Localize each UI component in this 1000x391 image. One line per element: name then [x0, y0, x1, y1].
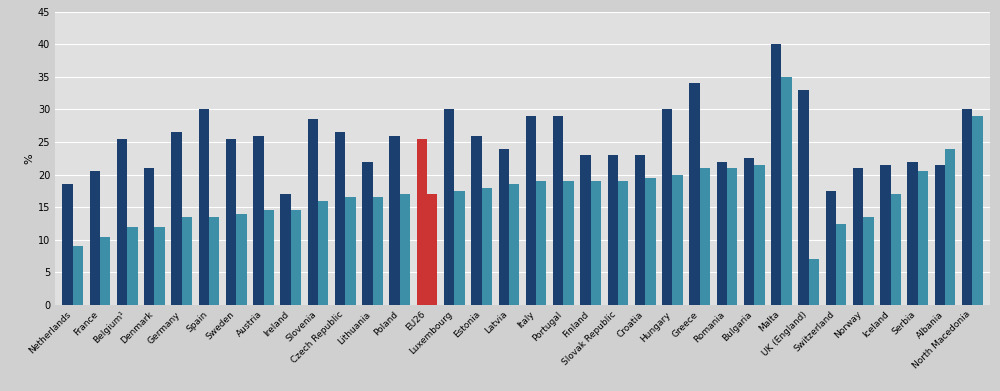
Bar — [635, 155, 645, 305]
Bar — [809, 259, 819, 305]
Bar — [608, 155, 618, 305]
Bar — [444, 109, 454, 305]
Bar — [863, 217, 874, 305]
Bar — [563, 181, 574, 305]
Bar — [580, 155, 591, 305]
Bar — [662, 109, 672, 305]
Bar — [335, 132, 345, 305]
Bar — [171, 132, 182, 305]
Bar — [972, 116, 983, 305]
Bar — [727, 168, 737, 305]
Bar — [280, 194, 291, 305]
Bar — [308, 119, 318, 305]
Bar — [689, 83, 700, 305]
Bar — [618, 181, 628, 305]
Bar — [509, 185, 519, 305]
Bar — [144, 168, 154, 305]
Bar — [798, 90, 809, 305]
Bar — [318, 201, 328, 305]
Bar — [62, 185, 73, 305]
Bar — [127, 227, 138, 305]
Bar — [918, 171, 928, 305]
Bar — [962, 109, 972, 305]
Bar — [400, 194, 410, 305]
Legend: Least affluent families, Most affluent families: Least affluent families, Most affluent f… — [327, 17, 673, 39]
Bar — [199, 109, 209, 305]
Bar — [672, 175, 683, 305]
Bar — [482, 188, 492, 305]
Bar — [717, 161, 727, 305]
Bar — [526, 116, 536, 305]
Bar — [945, 149, 955, 305]
Bar — [536, 181, 546, 305]
Bar — [209, 217, 219, 305]
Bar — [182, 217, 192, 305]
Bar — [154, 227, 165, 305]
Bar — [373, 197, 383, 305]
Bar — [389, 136, 400, 305]
Bar — [836, 224, 846, 305]
Bar — [471, 136, 482, 305]
Bar — [264, 210, 274, 305]
Bar — [826, 191, 836, 305]
Bar — [754, 165, 765, 305]
Bar — [291, 210, 301, 305]
Bar — [417, 139, 427, 305]
Bar — [226, 139, 236, 305]
Bar — [236, 214, 247, 305]
Bar — [935, 165, 945, 305]
Bar — [117, 139, 127, 305]
Bar — [880, 165, 891, 305]
Bar — [891, 194, 901, 305]
Bar — [253, 136, 264, 305]
Bar — [73, 246, 83, 305]
Bar — [553, 116, 563, 305]
Bar — [771, 44, 781, 305]
Bar — [90, 171, 100, 305]
Bar — [100, 237, 110, 305]
Bar — [907, 161, 918, 305]
Bar — [781, 77, 792, 305]
Bar — [591, 181, 601, 305]
Bar — [853, 168, 863, 305]
Bar — [345, 197, 356, 305]
Y-axis label: %: % — [25, 153, 35, 164]
Bar — [744, 158, 754, 305]
Bar — [499, 149, 509, 305]
Bar — [645, 178, 656, 305]
Bar — [427, 194, 437, 305]
Bar — [454, 191, 465, 305]
Bar — [362, 161, 373, 305]
Bar — [700, 168, 710, 305]
